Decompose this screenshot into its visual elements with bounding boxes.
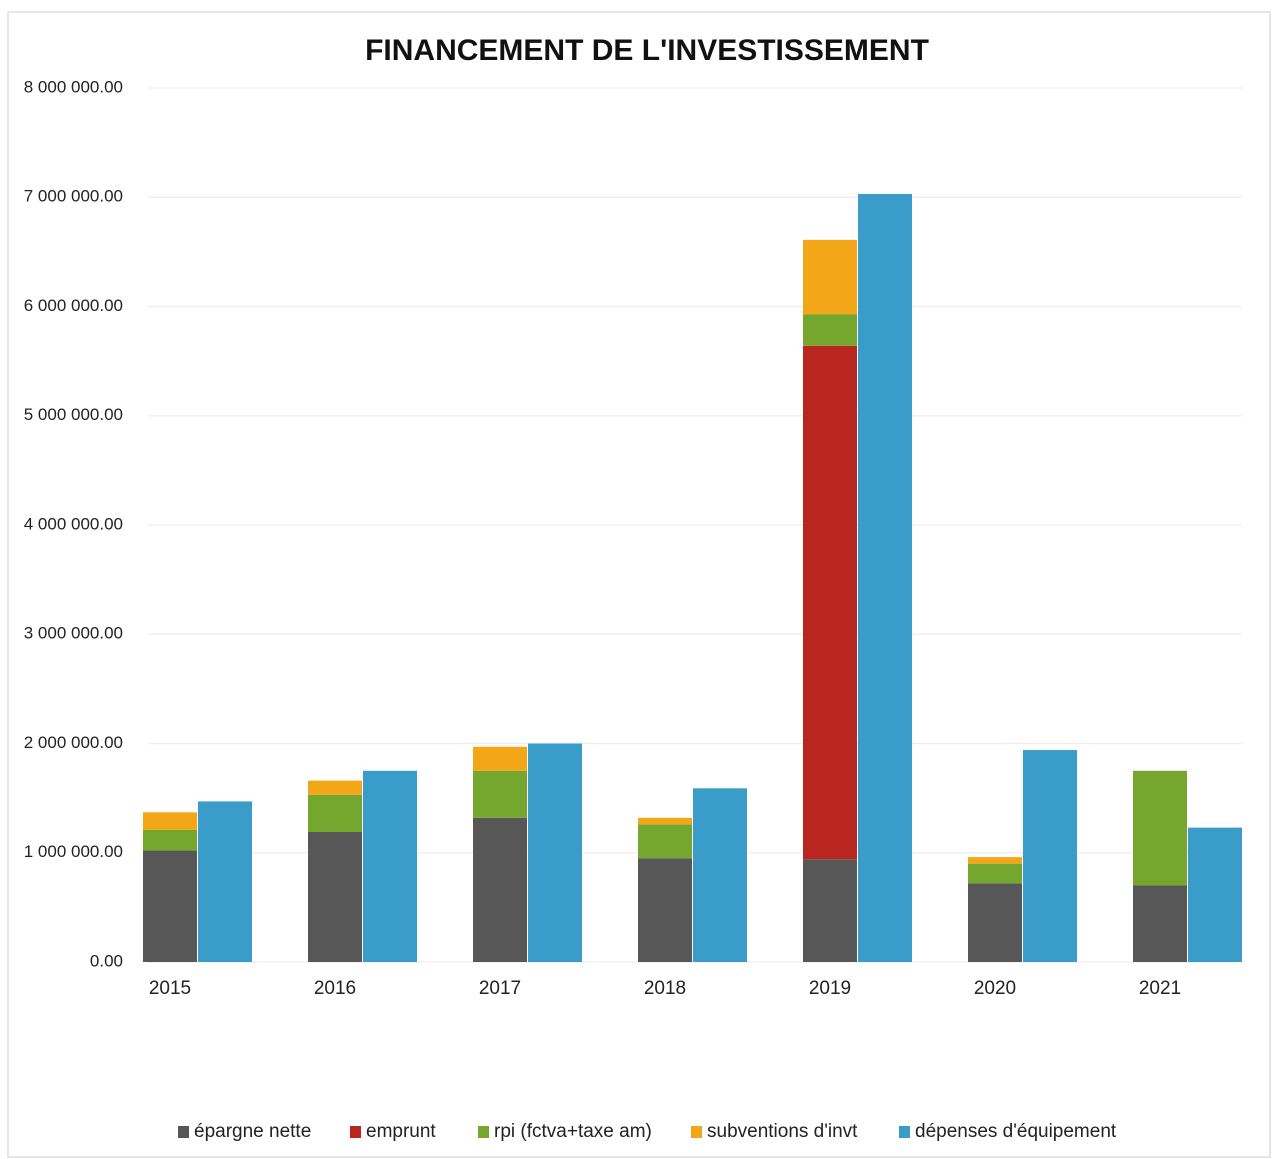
bar-segment <box>198 801 252 962</box>
x-tick-label: 2017 <box>479 978 521 999</box>
legend-swatch <box>899 1126 910 1138</box>
y-tick-label: 5 000 000.00 <box>24 405 123 424</box>
legend-swatch <box>691 1126 702 1138</box>
bar-segment <box>968 857 1022 864</box>
y-tick-label: 3 000 000.00 <box>24 624 123 643</box>
bar-segment <box>143 850 197 962</box>
legend-label: dépenses d'équipement <box>915 1121 1117 1142</box>
legend-label: emprunt <box>366 1121 436 1142</box>
legend-swatch <box>178 1126 189 1138</box>
bar-segment <box>803 314 857 346</box>
x-tick-label: 2015 <box>149 978 191 999</box>
legend-label: subventions d'invt <box>707 1121 858 1142</box>
chart-title: FINANCEMENT DE L'INVESTISSEMENT <box>365 34 929 67</box>
bar-segment <box>968 883 1022 962</box>
chart-frame <box>7 11 1271 1158</box>
bar-segment <box>528 743 582 962</box>
y-tick-label: 6 000 000.00 <box>24 296 123 315</box>
y-tick-label: 7 000 000.00 <box>24 187 123 206</box>
x-tick-label: 2018 <box>644 978 686 999</box>
bar-segment <box>968 863 1022 884</box>
bar-segment <box>308 780 362 795</box>
bar-segment <box>1188 827 1242 962</box>
bar-segment <box>803 859 857 962</box>
x-tick-label: 2021 <box>1139 978 1181 999</box>
legend-label: épargne nette <box>194 1121 311 1142</box>
y-tick-label: 8 000 000.00 <box>24 77 123 96</box>
bar-segment <box>143 812 197 830</box>
bar-segment <box>803 239 857 315</box>
legend-swatch <box>350 1126 361 1138</box>
bar-segment <box>363 770 417 962</box>
bar-segment <box>693 788 747 962</box>
bar-segment <box>638 817 692 825</box>
y-tick-label: 2 000 000.00 <box>24 733 123 752</box>
bar-segment <box>308 794 362 832</box>
bar-segment <box>1133 770 1187 886</box>
bar-segment <box>473 746 527 771</box>
legend-swatch <box>478 1126 489 1138</box>
x-tick-label: 2020 <box>974 978 1016 999</box>
legend-label: rpi (fctva+taxe am) <box>494 1121 652 1142</box>
y-tick-label: 1 000 000.00 <box>24 842 123 861</box>
x-tick-label: 2019 <box>809 978 851 999</box>
x-tick-label: 2016 <box>314 978 356 999</box>
bar-segment <box>308 831 362 962</box>
bar-segment <box>638 858 692 962</box>
bar-segment <box>858 193 912 962</box>
y-tick-label: 0.00 <box>90 951 123 970</box>
y-tick-label: 4 000 000.00 <box>24 514 123 533</box>
bar-segment <box>1023 750 1077 962</box>
bar-segment <box>143 829 197 851</box>
bar-segment <box>473 770 527 818</box>
bar-segment <box>638 824 692 859</box>
bar-segment <box>473 817 527 962</box>
bar-segment <box>1133 885 1187 962</box>
bar-segment <box>803 345 857 860</box>
